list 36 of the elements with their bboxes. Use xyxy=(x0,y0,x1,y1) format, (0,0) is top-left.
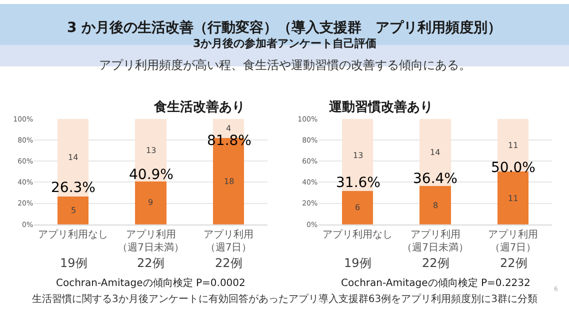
text: 22例 xyxy=(215,256,242,270)
text: 生活習慣に関する3か月後アンケートに有効回答があったアプリ導入支援群63例をアプリ利用頻度別に3群に分類 xyxy=(32,293,538,305)
annotation: 26.3% xyxy=(51,180,96,196)
x-tick-label: アプリ利用なし xyxy=(38,228,108,240)
annotation: 11 xyxy=(508,141,518,150)
x-tick-label: アプリ利用（週7日） xyxy=(488,228,538,254)
x-tick-label: アプリ利用なし xyxy=(322,228,393,240)
text: 3 か月後の生活改善（行動変容）（導入支援群 アプリ利用頻度別） xyxy=(67,19,502,36)
text: 19例 xyxy=(344,256,372,270)
text: 3か月後の参加者アンケート自己評価 xyxy=(193,37,377,50)
chart-title: 運動習慣改善あり xyxy=(328,99,433,115)
annotation: 6 xyxy=(355,203,360,212)
annotation: 8 xyxy=(433,201,438,210)
annotation: 14 xyxy=(430,148,440,157)
x-tick-label: アプリ利用（週7日） xyxy=(204,228,254,254)
annotation: 36.4% xyxy=(413,171,458,187)
text: 22例 xyxy=(500,256,528,270)
annotation: 31.6% xyxy=(336,175,380,191)
chart-title: 食生活改善あり xyxy=(153,99,245,115)
x-tick-label: アプリ利用（週7日未満） xyxy=(402,228,468,254)
annotation: 4 xyxy=(226,124,232,133)
annotation: 13 xyxy=(146,146,156,155)
annotation: 9 xyxy=(148,198,154,207)
annotation: 11 xyxy=(508,194,518,203)
text: Cochran-Amitageの傾向検定 P=0.2232 xyxy=(341,277,530,289)
annotation: 18 xyxy=(224,177,234,186)
x-tick-label: アプリ利用（週7日未満） xyxy=(118,228,184,254)
annotation: 13 xyxy=(353,151,364,160)
text: Cochran-Amitageの傾向検定 P=0.0002 xyxy=(56,277,246,289)
annotation: 40.9% xyxy=(129,167,174,183)
text: 19例 xyxy=(60,256,88,270)
annotation: 5 xyxy=(71,206,76,215)
text: 22例 xyxy=(137,256,164,270)
text: アプリ利用頻度が高い程、食生活や運動習慣の改善する傾向にある。 xyxy=(99,58,471,72)
annotation: 14 xyxy=(68,153,78,162)
text: 22例 xyxy=(422,256,450,270)
